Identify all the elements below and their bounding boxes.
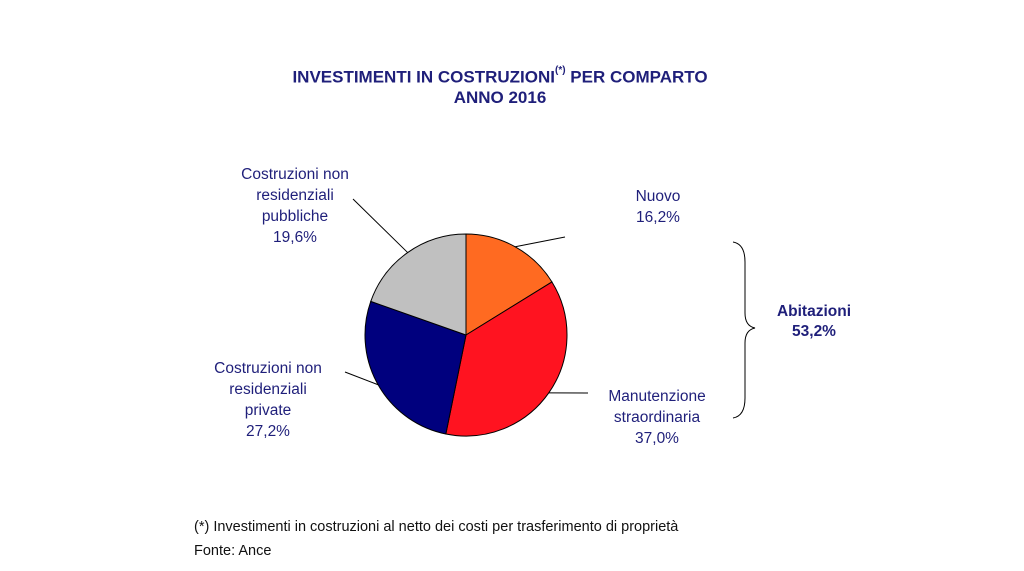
chart-subtitle: ANNO 2016 (453, 88, 547, 107)
slice-label-line: Manutenzione (608, 388, 706, 405)
slice-label-nuovo: Nuovo 16,2% (563, 186, 753, 228)
slice-value: 16,2% (636, 209, 680, 226)
group-name: Abitazioni (776, 303, 852, 320)
pie-slice-manutenzione (445, 281, 568, 437)
slice-value: 37,0% (635, 430, 679, 447)
source-note: Fonte: Ance (194, 543, 272, 559)
slice-label-non-res-pubbliche: Costruzioni non residenziali pubbliche 19,6… (200, 164, 390, 248)
leader-lines (344, 198, 589, 394)
slice-label-non-res-private: Costruzioni non residenziali private 27,2% (173, 358, 363, 442)
slice-label-line: private (244, 402, 292, 419)
chart-title-text: INVESTIMENTI IN COSTRUZIONI (292, 67, 555, 87)
pie-slice-nuovo (465, 233, 553, 336)
title-footnote-marker: (*) (555, 65, 566, 76)
slice-value: 27,2% (246, 423, 290, 440)
pie-slices (364, 233, 568, 437)
slice-label-manutenzione: Manutenzione straordinaria 37,0% (562, 386, 752, 449)
group-value: 53,2% (792, 323, 836, 340)
leader-line-non-res-pubbliche (352, 198, 409, 253)
leader-line-non-res-private (344, 371, 379, 386)
slice-label-line: residenziali (229, 381, 307, 398)
pie-slice-non-res-private (364, 300, 467, 435)
abitazioni-brace (732, 241, 756, 419)
slice-label-line: Costruzioni non (214, 360, 322, 377)
chart-title-suffix: PER COMPARTO (565, 67, 708, 87)
slice-label-line: pubbliche (261, 208, 329, 225)
leader-line-nuovo (515, 236, 566, 248)
chart-title: INVESTIMENTI IN COSTRUZIONI(*) PER COMPA… (0, 62, 1000, 89)
footnote: (*) Investimenti in costruzioni al netto… (194, 519, 679, 535)
pie-slice-non-res-pubbliche (370, 233, 467, 336)
group-label-abitazioni: Abitazioni 53,2% (754, 302, 874, 342)
slice-label-line: Costruzioni non (241, 166, 349, 183)
slice-label-line: Nuovo (635, 188, 681, 205)
slice-label-line: residenziali (256, 187, 334, 204)
slice-value: 19,6% (273, 229, 317, 246)
slice-label-line: straordinaria (613, 409, 701, 426)
